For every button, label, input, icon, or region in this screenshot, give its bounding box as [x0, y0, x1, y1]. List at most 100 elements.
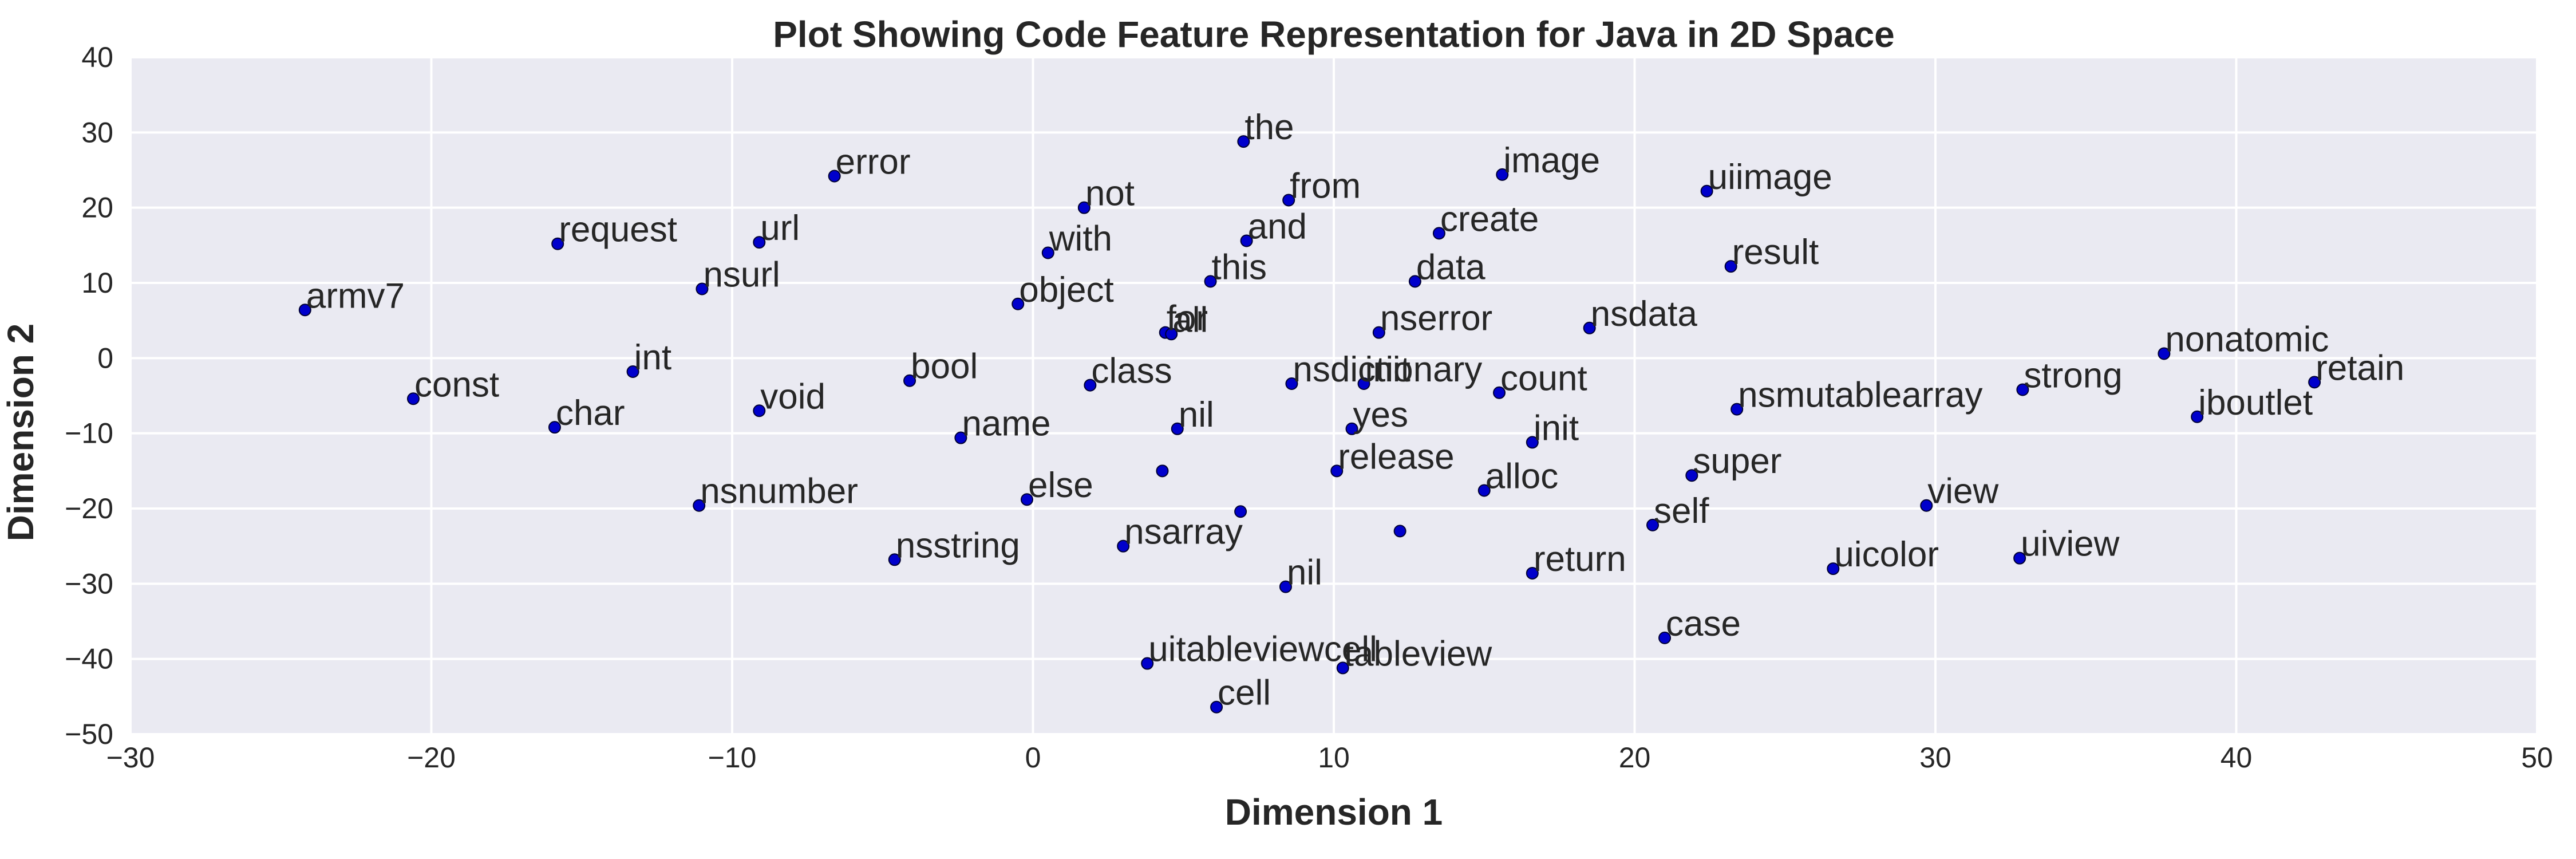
data-points: [298, 135, 2321, 714]
data-point: [1393, 525, 1406, 538]
data-point: [1730, 403, 1744, 416]
data-point: [1493, 386, 1506, 399]
y-tick-label: 10: [81, 267, 113, 299]
y-tick-label: 30: [81, 116, 113, 148]
point-label: case: [1666, 604, 1741, 644]
data-point: [1658, 631, 1672, 644]
data-point: [1171, 422, 1184, 435]
data-point: [1117, 539, 1130, 553]
data-point: [1282, 194, 1295, 207]
data-point: [1141, 657, 1154, 670]
point-label: uicolor: [1834, 535, 1939, 574]
point-label: return: [1534, 539, 1626, 579]
data-point: [1336, 661, 1349, 675]
point-label: uitableviewcell: [1148, 630, 1377, 669]
data-point: [1041, 246, 1054, 259]
point-label: strong: [2024, 356, 2122, 395]
point-label: yes: [1353, 395, 1408, 435]
y-tick-label: 40: [81, 41, 113, 73]
data-point: [1084, 379, 1097, 392]
point-label: bool: [911, 347, 978, 387]
data-point: [828, 170, 841, 183]
point-label: nonatomic: [2165, 320, 2329, 359]
point-label: tableview: [1344, 634, 1492, 673]
data-point: [1724, 260, 1737, 273]
point-label: nsmutablearray: [1738, 376, 1982, 415]
point-label: not: [1085, 174, 1135, 214]
data-point: [753, 236, 766, 249]
x-tick-label: 50: [2521, 742, 2553, 774]
y-tick-labels: −50 −40 −30 −20 −10 0 10 20 30 40: [65, 41, 113, 750]
point-label: const: [414, 365, 499, 404]
x-tick-label: 20: [1619, 742, 1651, 774]
data-point: [1237, 135, 1250, 148]
point-label: super: [1693, 442, 1781, 481]
point-label: the: [1244, 108, 1294, 147]
point-label: nsnumber: [700, 472, 858, 511]
point-label: object: [1019, 270, 1113, 310]
point-label: and: [1248, 207, 1307, 246]
point-label: int: [634, 338, 671, 377]
data-point: [903, 374, 916, 387]
point-label: view: [1927, 472, 1998, 511]
data-point: [1827, 562, 1840, 576]
point-label: error: [836, 143, 911, 182]
point-label: from: [1290, 167, 1361, 206]
point-label: nserror: [1380, 299, 1492, 338]
point-label: this: [1212, 247, 1267, 287]
y-tick-label: 20: [81, 192, 113, 224]
x-tick-labels: −30 −20 −10 0 10 20 30 40 50: [106, 742, 2553, 774]
data-point: [1165, 328, 1178, 341]
point-label: init: [1365, 350, 1411, 389]
data-point: [1077, 201, 1091, 214]
data-point: [1408, 275, 1421, 288]
y-tick-label: −10: [65, 417, 113, 450]
data-point: [1020, 493, 1033, 506]
point-label: url: [760, 208, 800, 248]
data-point: [1920, 499, 1933, 512]
point-label: armv7: [306, 276, 405, 316]
x-tick-label: 40: [2221, 742, 2253, 774]
point-label: nsarray: [1124, 513, 1243, 552]
x-tick-label: 0: [1025, 742, 1041, 774]
point-label: uiimage: [1708, 157, 1832, 197]
data-point: [1210, 700, 1223, 714]
y-axis-label: Dimension 2: [0, 324, 41, 542]
data-point: [2158, 347, 2171, 360]
x-tick-label: 10: [1318, 742, 1350, 774]
data-point: [1204, 275, 1217, 288]
point-label: nil: [1287, 553, 1322, 593]
data-point: [1496, 168, 1509, 181]
data-point: [2013, 551, 2026, 565]
data-point: [1357, 377, 1370, 390]
data-point: [1685, 469, 1698, 482]
data-point: [696, 282, 709, 295]
point-label: iboutlet: [2198, 383, 2313, 423]
data-point: [693, 499, 706, 512]
point-label: nsurl: [703, 255, 780, 295]
data-point: [1234, 505, 1247, 518]
point-label: image: [1503, 141, 1600, 180]
point-label: request: [559, 210, 677, 250]
point-label: for: [1167, 299, 1208, 338]
data-point: [1526, 566, 1539, 580]
data-point: [888, 553, 901, 566]
data-point: [2191, 410, 2204, 423]
point-label: nsdictionary: [1293, 350, 1482, 389]
point-label: nil: [1179, 395, 1214, 435]
data-point: [1240, 234, 1253, 247]
data-point: [298, 304, 311, 317]
data-point: [1700, 184, 1713, 198]
y-tick-label: −50: [65, 718, 113, 750]
data-point: [753, 404, 766, 417]
grid: [129, 56, 2538, 735]
point-label: cell: [1218, 673, 1271, 713]
data-point: [1432, 227, 1445, 240]
data-point: [1279, 580, 1292, 593]
point-label: release: [1338, 437, 1454, 476]
data-point: [1156, 464, 1169, 478]
data-point: [1583, 321, 1596, 334]
point-label: nsdata: [1591, 294, 1698, 334]
point-label: init: [1534, 408, 1579, 448]
